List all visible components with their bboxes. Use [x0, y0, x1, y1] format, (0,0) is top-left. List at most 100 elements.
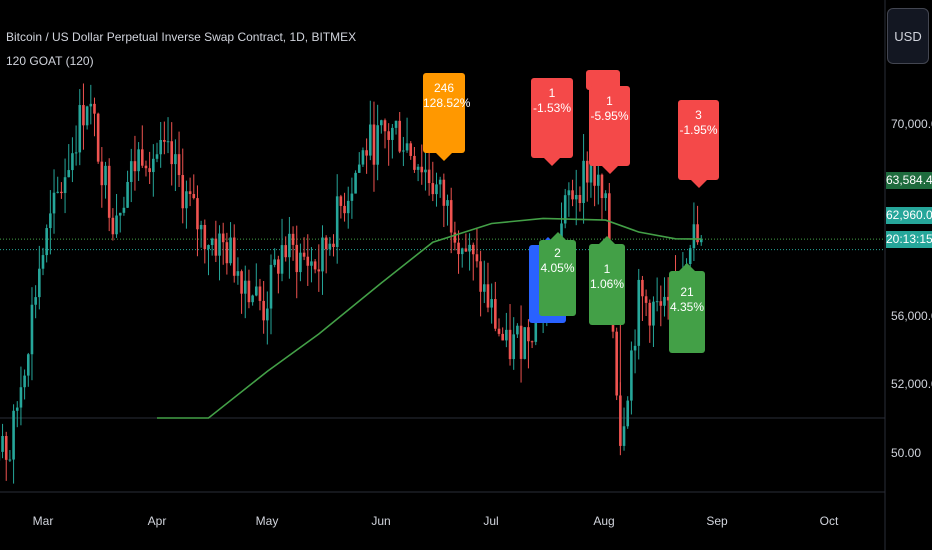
candle-body	[376, 125, 379, 165]
candle-body	[218, 233, 221, 256]
indicator-tick: 50.00	[891, 446, 922, 460]
candle-body	[8, 459, 12, 461]
candle-body	[644, 296, 648, 303]
candle-body	[174, 154, 177, 165]
candle-body	[251, 295, 254, 303]
candle-body	[387, 131, 390, 140]
signal-label-partial	[586, 70, 620, 90]
candle-body	[339, 196, 343, 206]
candle-body	[111, 217, 115, 235]
candle-body	[12, 410, 15, 460]
candle-body	[699, 239, 703, 243]
candle-body	[78, 105, 82, 153]
candle-body	[152, 158, 155, 173]
currency-button[interactable]: USD	[887, 8, 929, 64]
candle-body	[585, 160, 589, 183]
candle-body	[446, 200, 449, 206]
candle-body	[240, 271, 243, 294]
candle-body	[299, 252, 302, 273]
candle-body	[494, 299, 497, 329]
candle-body	[295, 244, 299, 273]
candle-body	[655, 301, 659, 303]
candle-body	[269, 264, 273, 309]
candle-body	[30, 304, 34, 355]
time-tick: Apr	[147, 514, 167, 528]
ma-line	[157, 217, 702, 419]
candle-body	[482, 284, 486, 292]
time-tick: Jun	[371, 514, 391, 528]
candle-body	[582, 160, 585, 204]
signal-label[interactable]: 3 -1.95%	[678, 100, 719, 188]
signal-label[interactable]: 21 4.35%	[669, 263, 705, 353]
chart-title: Bitcoin / US Dollar Perpetual Inverse Sw…	[6, 30, 357, 44]
candle-body	[56, 191, 60, 193]
candle-body	[273, 259, 276, 265]
signal-label[interactable]: 2 4.05%	[539, 232, 576, 316]
candle-body	[313, 261, 317, 270]
candle-body	[596, 174, 600, 186]
candle-body	[324, 237, 328, 250]
candle-body	[221, 233, 225, 243]
signal-label[interactable]: 1 -1.53%	[531, 78, 573, 166]
candle-body	[516, 325, 519, 335]
candle-body	[26, 354, 30, 376]
signal-label[interactable]: 1 -5.95%	[589, 86, 630, 174]
candle-body	[475, 254, 479, 262]
candle-body	[405, 143, 409, 151]
candle-body	[74, 152, 78, 154]
candle-body	[210, 238, 214, 246]
indicator-legend[interactable]: 120 GOAT (120)	[6, 54, 94, 68]
candle-body	[427, 169, 431, 184]
candle-body	[140, 149, 144, 166]
candle-body	[508, 329, 512, 360]
candle-body	[501, 333, 504, 341]
candle-body	[608, 193, 611, 273]
candle-body	[435, 184, 438, 195]
candle-body	[163, 139, 166, 142]
signal-label[interactable]: 1 1.06%	[589, 236, 625, 325]
candle-body	[181, 175, 185, 209]
candle-body	[288, 233, 291, 258]
candle-body	[277, 259, 280, 274]
candle-body	[438, 179, 442, 185]
countdown-tag: 20:13:15	[886, 231, 932, 248]
candle-body	[243, 280, 247, 294]
candle-body	[229, 237, 232, 264]
candle-body	[71, 153, 74, 171]
candle-body	[148, 168, 151, 173]
candle-body	[637, 279, 641, 346]
candle-body	[468, 244, 471, 252]
candle-body	[100, 161, 104, 186]
candle-body	[361, 150, 365, 165]
candle-body	[449, 200, 453, 233]
candle-body	[4, 436, 8, 460]
candle-body	[343, 205, 346, 214]
candle-body	[214, 238, 218, 256]
candle-body	[453, 232, 457, 243]
candle-body	[196, 198, 199, 230]
candle-body	[266, 308, 269, 321]
candle-body	[457, 242, 460, 255]
candle-body	[391, 127, 394, 140]
candle-body	[593, 161, 596, 186]
candle-body	[471, 244, 475, 255]
candle-body	[144, 165, 148, 169]
candle-body	[85, 106, 89, 126]
candle-body	[578, 194, 582, 204]
candle-body	[402, 150, 405, 152]
candle-body	[203, 224, 207, 250]
candle-body	[527, 327, 530, 342]
candle-body	[317, 269, 321, 272]
candle-body	[692, 224, 696, 249]
candle-body	[232, 237, 236, 276]
candle-body	[192, 194, 196, 199]
candle-body	[663, 296, 666, 306]
time-tick: Jul	[483, 514, 499, 528]
signal-label[interactable]: 246 128.52%	[423, 73, 470, 161]
candle-body	[19, 387, 23, 408]
candle-body	[291, 233, 295, 245]
candle-body	[170, 141, 174, 165]
candle-body	[409, 143, 413, 156]
